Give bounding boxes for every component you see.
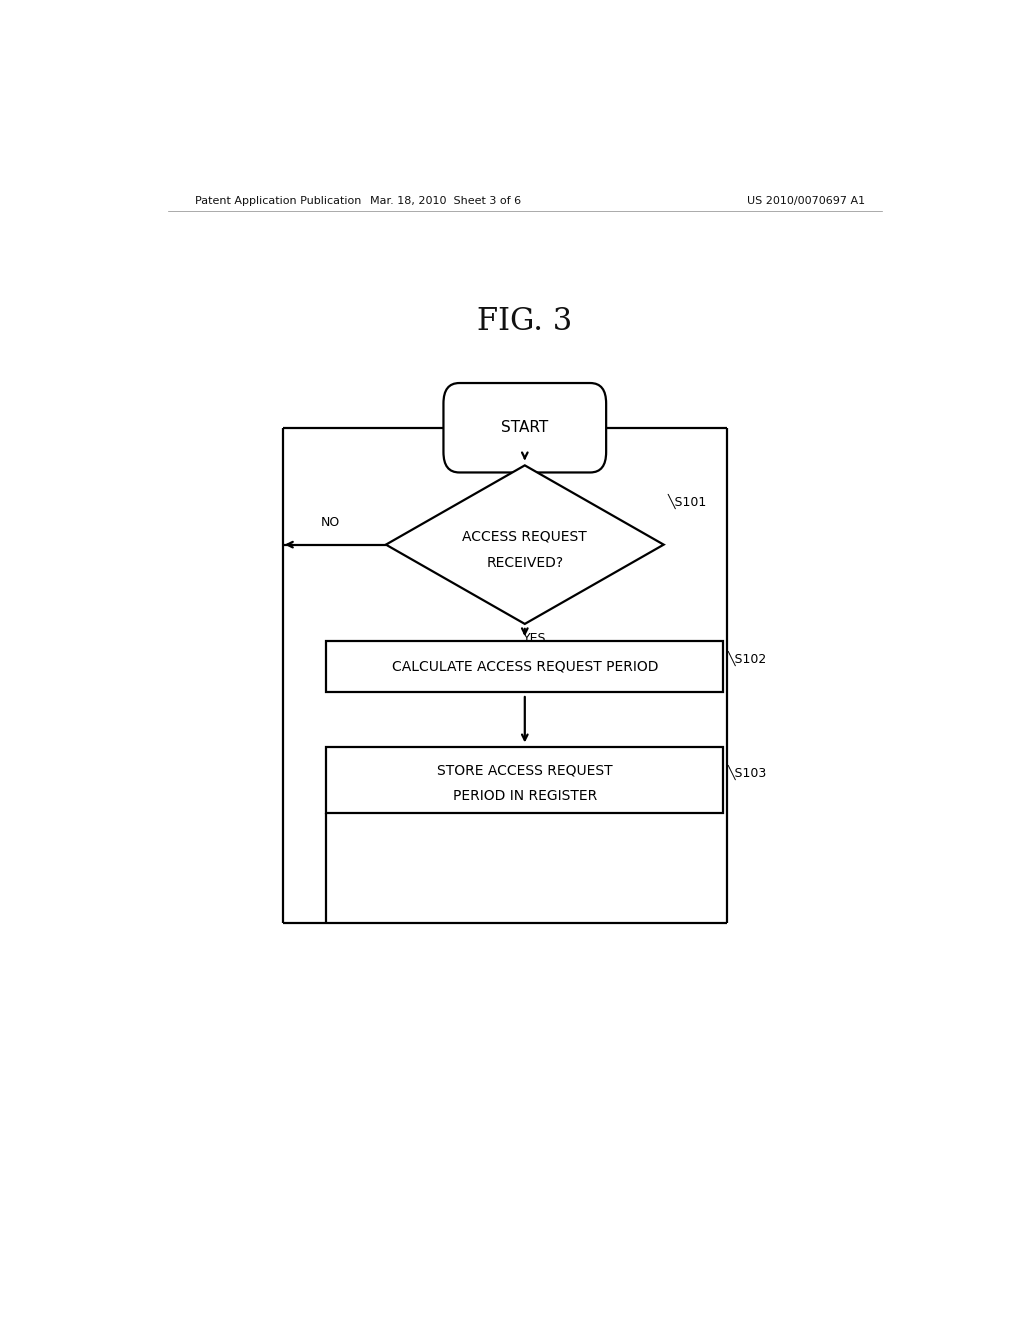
Bar [327,642,723,692]
Bar [327,747,723,813]
Text: US 2010/0070697 A1: US 2010/0070697 A1 [748,197,865,206]
Text: ╲S103: ╲S103 [727,764,766,780]
Text: RECEIVED?: RECEIVED? [486,556,563,570]
Text: YES: YES [522,632,546,645]
Text: PERIOD IN REGISTER: PERIOD IN REGISTER [453,788,597,803]
Text: Mar. 18, 2010  Sheet 3 of 6: Mar. 18, 2010 Sheet 3 of 6 [370,197,521,206]
FancyBboxPatch shape [443,383,606,473]
Text: FIG. 3: FIG. 3 [477,305,572,337]
Text: ╲S102: ╲S102 [727,651,766,667]
Text: CALCULATE ACCESS REQUEST PERIOD: CALCULATE ACCESS REQUEST PERIOD [391,660,658,673]
Text: ACCESS REQUEST: ACCESS REQUEST [463,529,587,544]
Text: START: START [501,420,549,436]
Polygon shape [386,466,664,624]
Text: STORE ACCESS REQUEST: STORE ACCESS REQUEST [437,763,612,777]
Text: Patent Application Publication: Patent Application Publication [196,197,361,206]
Text: ╲S101: ╲S101 [668,494,707,508]
Text: NO: NO [321,516,340,529]
